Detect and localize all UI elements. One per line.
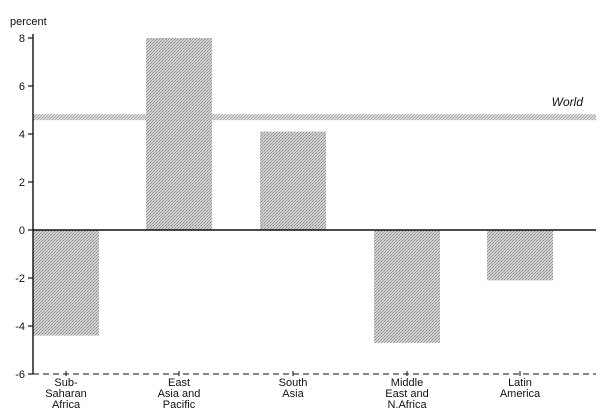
category-label-line: Pacific — [163, 399, 196, 411]
category-label-line: Asia and — [158, 388, 201, 400]
category-label-1: East Asia and Pacific — [158, 377, 201, 411]
category-label-0: Sub-Saharan Africa — [45, 377, 87, 411]
y-tick-label-4: 4 — [19, 129, 25, 141]
category-label-line: Asia — [282, 388, 304, 400]
y-tick-label--2: -2 — [15, 273, 25, 285]
y-axis-label: percent — [10, 16, 47, 28]
bar-2 — [260, 131, 326, 230]
y-tick-label--6: -6 — [15, 369, 25, 381]
y-tick-label-6: 6 — [19, 81, 25, 93]
y-tick-label--4: -4 — [15, 321, 25, 333]
category-label-line: America — [500, 388, 541, 400]
y-tick-label-8: 8 — [19, 33, 25, 45]
category-label-line: Middle — [391, 377, 423, 389]
plot-area: -6 -4 -2 0 2 4 6 8 Sub-Saharan Africa East Asia and… — [15, 33, 596, 411]
category-label-3: Middle East and N.Africa — [385, 377, 428, 411]
category-label-line: Sub- — [54, 377, 78, 389]
category-label-line: Africa — [52, 399, 81, 411]
y-tick-label-0: 0 — [19, 225, 25, 237]
category-label-line: East — [168, 377, 190, 389]
reference-line-world — [33, 114, 596, 121]
bar-4 — [487, 230, 553, 281]
category-label-2: South Asia — [279, 377, 308, 400]
reference-line-label: World — [552, 95, 584, 109]
y-tick-label-2: 2 — [19, 177, 25, 189]
category-label-line: Latin — [508, 377, 532, 389]
category-label-line: N.Africa — [387, 399, 427, 411]
category-label-4: Latin America — [500, 377, 541, 400]
bar-1 — [146, 38, 212, 230]
category-label-line: Saharan — [45, 388, 87, 400]
bar-0 — [33, 230, 99, 336]
category-label-line: South — [279, 377, 308, 389]
bar-3 — [374, 230, 440, 343]
category-label-line: East and — [385, 388, 428, 400]
